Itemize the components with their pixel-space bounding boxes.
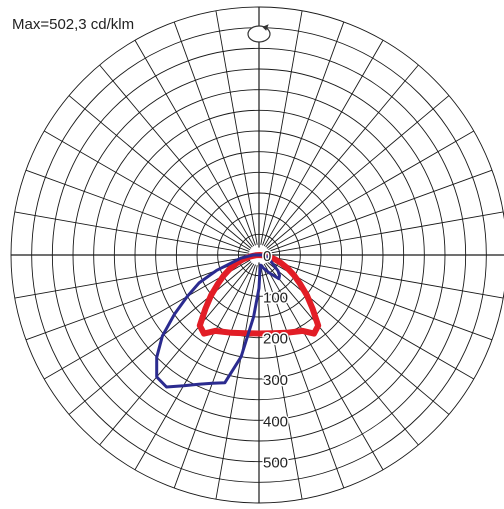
grid-spoke — [134, 263, 255, 470]
grid-spoke — [134, 40, 255, 247]
grid-spoke — [268, 169, 493, 252]
grid-spoke — [14, 256, 249, 299]
grid-spoke — [263, 40, 384, 247]
grid-spoke — [269, 256, 504, 299]
series-line-2 — [155, 253, 281, 389]
radial-tick-label: 200 — [263, 331, 288, 348]
grid-spoke — [269, 211, 504, 254]
grid-spoke — [262, 264, 345, 489]
grid-spoke — [260, 10, 303, 245]
radial-tick-label: 100 — [263, 289, 288, 306]
grid-spoke — [215, 265, 258, 500]
grid-spoke — [14, 211, 249, 254]
series-layer — [155, 252, 322, 389]
grid-spoke — [267, 130, 474, 251]
rotate-icon — [247, 24, 271, 43]
radial-tick-label: 400 — [263, 413, 288, 430]
radial-tick-label: 0 — [263, 248, 271, 265]
grid-spoke — [260, 265, 303, 500]
radial-tick-label: 300 — [263, 372, 288, 389]
grid-spoke — [173, 264, 256, 489]
grid-spoke — [267, 259, 474, 380]
grid-spoke — [266, 261, 450, 415]
grid-spoke — [263, 263, 384, 470]
grid-spoke — [44, 259, 251, 380]
grid-spoke — [262, 21, 345, 246]
max-intensity-label: Max=502,3 cd/klm — [10, 16, 137, 34]
grid-spoke — [265, 262, 419, 446]
grid-spoke — [265, 64, 419, 248]
grid-spoke — [266, 95, 450, 249]
grid-spoke — [173, 21, 256, 246]
grid-spoke — [68, 261, 252, 415]
rotate-arrow — [262, 24, 269, 31]
grid-spoke — [25, 169, 250, 252]
rotate-ellipse — [247, 25, 271, 43]
grid-spoke — [44, 130, 251, 251]
grid-spoke — [99, 64, 253, 248]
grid-spoke — [99, 262, 253, 446]
radial-tick-labels: 0 100 200 300 400 500 — [262, 247, 290, 474]
grid-spoke — [215, 10, 258, 245]
grid-spoke — [268, 258, 493, 341]
radial-tick-label: 500 — [263, 455, 288, 472]
grid-spokes — [14, 10, 504, 500]
grid-spoke — [68, 95, 252, 249]
